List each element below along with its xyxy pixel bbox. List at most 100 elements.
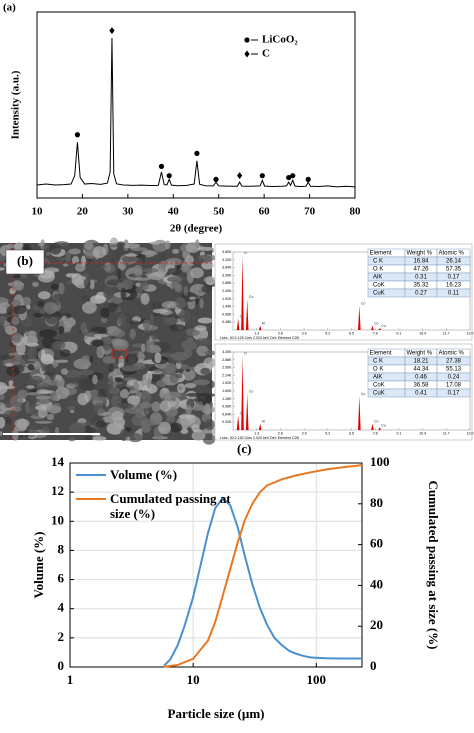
table-cell-text: AlK — [373, 375, 382, 381]
sem-grain — [129, 325, 137, 330]
table-cell-text: 27.38 — [446, 359, 462, 365]
y-tick-label: 3.36K — [222, 273, 232, 277]
x-tick-label: 11.7 — [443, 431, 450, 435]
sem-grain — [141, 332, 146, 337]
sem-grain — [96, 345, 105, 359]
table-cell-text: 44.34 — [413, 367, 429, 373]
sem-grain — [116, 241, 126, 249]
sem-grain — [61, 315, 67, 320]
sem-grain — [150, 301, 163, 310]
sem-grain — [189, 296, 197, 300]
sem-grain — [145, 346, 150, 353]
sem-grain — [149, 241, 161, 245]
legend-label: Volume (%) — [110, 467, 178, 482]
sem-grain — [35, 395, 51, 400]
sem-grain — [140, 343, 146, 353]
sem-grain — [183, 285, 189, 296]
table-cell-text: 16.84 — [413, 259, 429, 265]
x-tick-label: 80 — [350, 206, 362, 218]
sem-grain — [190, 267, 204, 279]
legend-label: Cumulated passing at size (%) — [110, 491, 231, 521]
legend-marker — [244, 37, 250, 43]
sem-grain — [185, 392, 203, 397]
peak-label: Co — [374, 321, 379, 325]
sem-grain — [191, 315, 197, 321]
sem-grain — [104, 263, 116, 274]
sem-grain — [46, 405, 61, 414]
sem-grain — [100, 307, 110, 319]
sem-grain — [128, 256, 139, 262]
y-tick-label: 0.64K — [222, 412, 232, 416]
table-cell-text: 0.17 — [448, 391, 460, 397]
sem-grain — [164, 291, 172, 302]
sem-grain — [77, 392, 89, 406]
sem-grain — [51, 340, 66, 350]
sem-grain — [172, 248, 180, 254]
sem-grain — [133, 380, 139, 391]
sem-grain — [40, 426, 51, 435]
x-tick-label: 5.2 — [325, 331, 330, 335]
sem-grain — [162, 316, 179, 325]
sem-grain — [3, 410, 18, 419]
sem-grain — [12, 299, 22, 306]
sem-grain — [38, 242, 44, 247]
sem-grain — [102, 344, 111, 351]
sem-grain — [204, 350, 216, 356]
sem-grain — [133, 362, 146, 370]
sem-grain — [3, 319, 11, 332]
sem-grain — [27, 330, 37, 343]
x-tick-label: 11.7 — [443, 331, 450, 335]
spectrum-peak — [245, 299, 249, 330]
spectrum-peak — [241, 355, 244, 430]
sem-grain — [194, 239, 200, 249]
spectrum-peak — [371, 423, 374, 430]
table-cell-text: 0.27 — [415, 291, 427, 297]
peak-marker — [213, 176, 219, 182]
x-tick-label: 10 — [187, 672, 200, 687]
table-cell-text: 57.35 — [446, 267, 462, 273]
table-cell-text: 36.58 — [413, 383, 429, 389]
sem-grain — [83, 421, 93, 426]
sem-grain — [111, 410, 124, 422]
x-tick-label: 70 — [304, 206, 316, 218]
sem-grain — [178, 309, 191, 323]
sem-grain — [178, 414, 195, 419]
peak-label: Co — [249, 295, 254, 299]
sem-grain — [163, 363, 177, 374]
sem-grain — [122, 243, 141, 249]
sem-grain — [0, 381, 8, 395]
x-tick-label: 2.6 — [278, 331, 283, 335]
peak-marker — [259, 173, 265, 179]
sem-grain — [107, 302, 118, 313]
sem-grain — [185, 368, 191, 373]
sem-grain — [158, 421, 171, 435]
sem-grain — [14, 425, 27, 432]
y-tick-label: 1.60K — [222, 389, 232, 393]
sem-grain — [177, 385, 183, 391]
plot-frame — [36, 11, 356, 199]
peak-label: Co — [361, 302, 366, 306]
peak-label: Co — [361, 392, 366, 396]
sem-grain — [138, 401, 153, 409]
sem-grain — [186, 337, 194, 343]
peak-marker — [166, 173, 172, 179]
sem-grain — [175, 296, 186, 310]
table-cell-text: 0.41 — [415, 391, 427, 397]
x-tick-label: 7.8 — [373, 331, 378, 335]
table-header: Weight % — [407, 251, 433, 257]
table-header: Atomic % — [439, 251, 465, 257]
sem-grain — [33, 313, 45, 318]
y-tick-label: 0 — [58, 658, 65, 673]
sem-grain — [194, 325, 207, 331]
sem-grain — [125, 253, 138, 257]
sem-grain — [26, 358, 40, 362]
peak-label: Al — [262, 321, 265, 325]
sem-grain — [89, 355, 94, 363]
sem-grain — [135, 336, 143, 343]
table-cell-text: C K — [373, 259, 383, 265]
table-cell-text: 47.26 — [413, 267, 429, 273]
sem-grain — [26, 385, 35, 389]
sem-grain — [159, 390, 165, 399]
sem-grain — [152, 308, 169, 314]
table-cell-text: O K — [373, 367, 383, 373]
